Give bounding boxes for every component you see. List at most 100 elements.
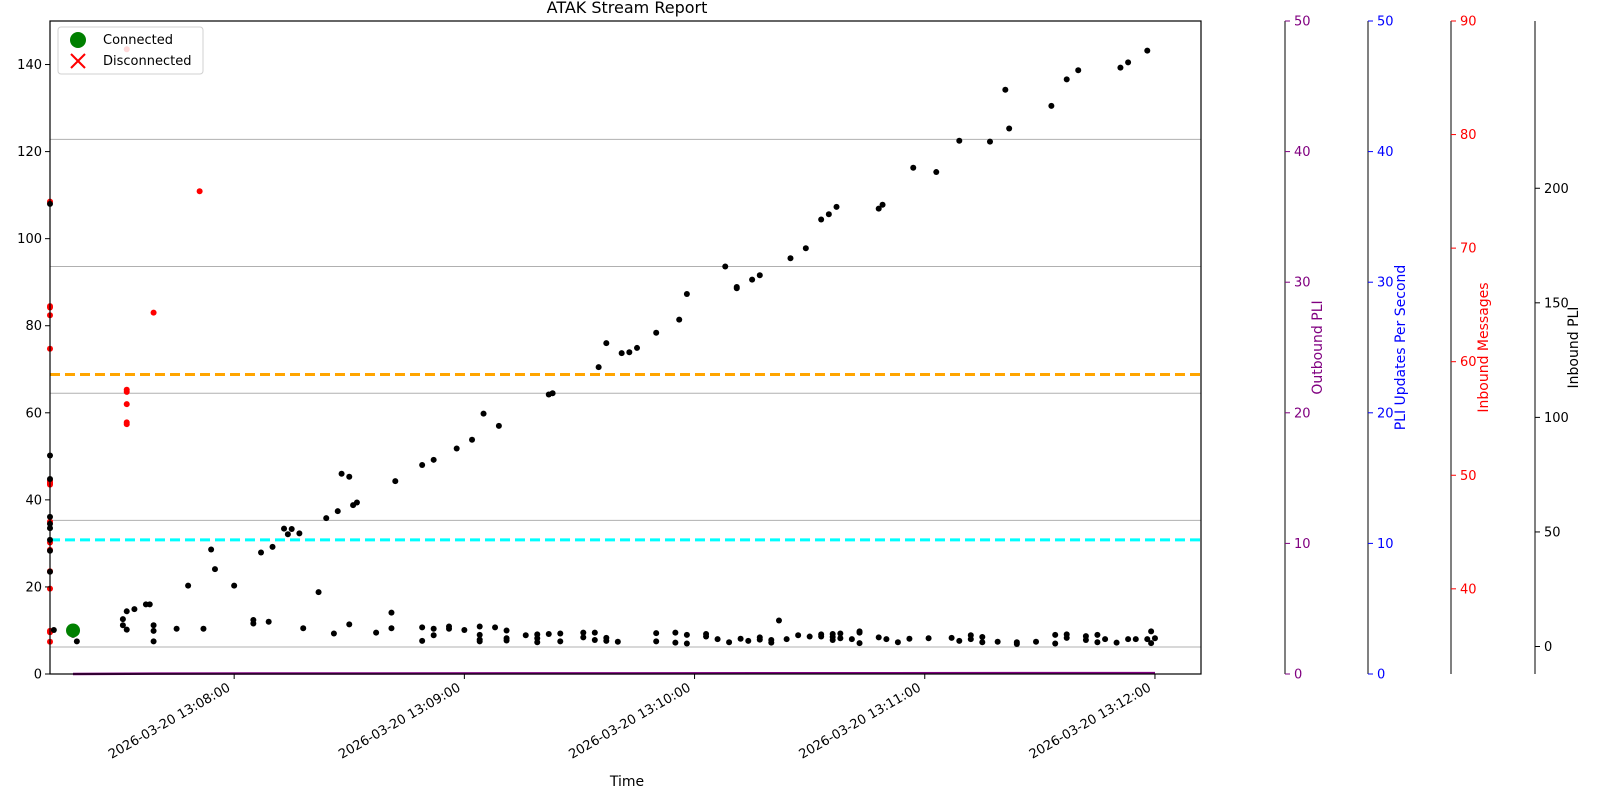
inbound-pli-point [910, 164, 917, 171]
inbound-pli-point [1033, 638, 1040, 645]
secondary-axis-tick-label: 20 [1294, 406, 1311, 421]
y-tick-label: 140 [17, 58, 42, 73]
inbound-pli-point [1113, 639, 1120, 646]
inbound-pli-point [925, 635, 932, 642]
inbound-pli-point [503, 627, 510, 634]
inbound-pli-point [979, 639, 986, 646]
inbound-pli-point [756, 272, 763, 279]
inbound-pli-point [1132, 636, 1139, 643]
inbound-pli-point [388, 625, 395, 632]
inbound-message-point [123, 421, 130, 428]
inbound-pli-point [1094, 631, 1101, 638]
connected-event-marker [66, 623, 81, 638]
inbound-pli-point [956, 637, 963, 644]
inbound-pli-point [315, 589, 322, 596]
inbound-pli-point [994, 638, 1001, 645]
y-tick-label: 80 [25, 319, 42, 334]
secondary-axis-tick-label: 200 [1544, 182, 1569, 197]
inbound-pli-point [703, 633, 710, 640]
inbound-pli-point [150, 638, 157, 645]
inbound-pli-point [603, 637, 610, 644]
x-axis-label: Time [609, 774, 644, 790]
secondary-axis-tick-label: 100 [1544, 411, 1569, 426]
inbound-pli-point [208, 546, 215, 553]
inbound-pli-point [672, 639, 679, 646]
legend: Connected Disconnected [57, 26, 204, 75]
inbound-pli-point [856, 629, 863, 636]
inbound-pli-point [430, 625, 437, 632]
secondary-axis-pli-updates-per-second: 0 10 20 30 40 50 PLI Updates Per Second [1367, 15, 1409, 683]
inbound-pli-point [334, 508, 341, 515]
secondary-axis-tick-label: 90 [1460, 15, 1477, 30]
inbound-pli-point [595, 364, 602, 371]
inbound-pli-point [373, 629, 380, 636]
inbound-pli-point [749, 276, 756, 283]
secondary-axis-tick-label: 10 [1377, 537, 1394, 552]
legend-connected-label: Connected [103, 33, 173, 48]
inbound-pli-point [453, 445, 460, 452]
inbound-pli-point [683, 631, 690, 638]
inbound-pli-point [967, 636, 974, 643]
inbound-pli-point [775, 617, 782, 624]
inbound-pli-point [733, 285, 740, 292]
secondary-axis-inbound-pli: 0 50 100 150 200 Inbound PLI [1534, 21, 1582, 674]
inbound-pli-point [879, 201, 886, 208]
inbound-pli-point [231, 582, 238, 589]
inbound-pli-point [461, 627, 468, 634]
inbound-pli-point [296, 530, 303, 537]
inbound-pli-point [469, 436, 476, 443]
inbound-pli-point [534, 639, 541, 646]
inbound-pli-point [986, 138, 993, 145]
secondary-axis-tick-label: 30 [1294, 276, 1311, 291]
inbound-pli-point [580, 629, 587, 636]
inbound-pli-point [419, 624, 426, 631]
inbound-pli-point [1052, 631, 1059, 638]
secondary-axes: 0 10 20 30 40 50 Outbound PLI 0 10 20 30 40 50 PLI Up… [1284, 15, 1582, 683]
secondary-axis-tick-label: 50 [1460, 469, 1477, 484]
inbound-pli-point [726, 639, 733, 646]
inbound-pli-point [430, 632, 437, 639]
inbound-pli-point [1013, 640, 1020, 647]
inbound-pli-point [848, 636, 855, 643]
inbound-pli-point [722, 263, 729, 270]
inbound-pli-point [1048, 102, 1055, 109]
inbound-pli-point [676, 316, 683, 323]
inbound-pli-point [1148, 628, 1155, 635]
inbound-pli-point [1063, 634, 1070, 641]
inbound-pli-point [591, 637, 598, 644]
inbound-pli-point [672, 629, 679, 636]
secondary-axis-tick-label: 30 [1377, 276, 1394, 291]
inbound-pli-point [330, 630, 337, 637]
inbound-pli-point [131, 606, 138, 613]
inbound-pli-point [476, 623, 483, 630]
inbound-message-point [123, 401, 130, 408]
inbound-pli-point [522, 632, 529, 639]
secondary-axis-tick-label: 0 [1377, 668, 1385, 683]
x-mark-stroke [70, 53, 86, 69]
inbound-pli-point [787, 255, 794, 262]
inbound-pli-point [284, 531, 291, 538]
inbound-pli-point [837, 635, 844, 642]
inbound-pli-point [833, 203, 840, 210]
inbound-pli-point [300, 625, 307, 632]
secondary-axis-outbound-pli: 0 10 20 30 40 50 Outbound PLI [1284, 15, 1326, 683]
secondary-axis-tick-label: 40 [1460, 582, 1477, 597]
inbound-pli-point [200, 625, 207, 632]
inbound-pli-point [146, 601, 153, 608]
inbound-pli-point [883, 636, 890, 643]
inbound-pli-point [346, 621, 353, 628]
inbound-pli-point [683, 640, 690, 647]
inbound-pli-point [683, 290, 690, 297]
inbound-pli-point [430, 456, 437, 463]
inbound-pli-point [894, 639, 901, 646]
inbound-pli-point [603, 340, 610, 347]
inbound-pli-point [626, 349, 633, 356]
inbound-pli-point [806, 633, 813, 640]
inbound-pli-point [795, 632, 802, 639]
secondary-axis-tick-label: 20 [1377, 406, 1394, 421]
inbound-pli-point [634, 344, 641, 351]
legend-box [57, 26, 204, 75]
inbound-pli-point [150, 622, 157, 629]
inbound-pli-point [338, 470, 345, 477]
